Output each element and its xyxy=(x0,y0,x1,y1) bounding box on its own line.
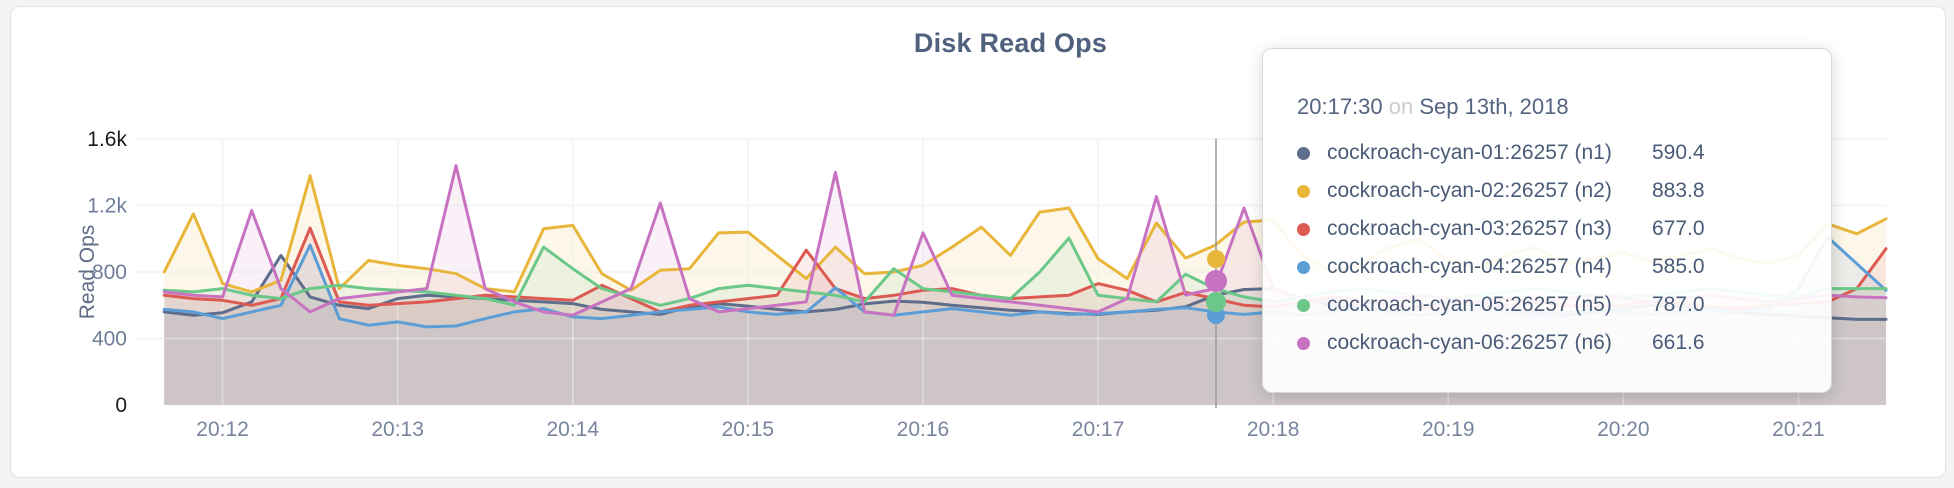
tooltip-series-label: cockroach-cyan-04:26257 (n4) xyxy=(1327,255,1612,278)
tooltip-row: cockroach-cyan-01:26257 (n1) 590.4 xyxy=(1297,134,1797,172)
tooltip-series-label: cockroach-cyan-02:26257 (n2) xyxy=(1327,179,1612,202)
tooltip-series-label: cockroach-cyan-01:26257 (n1) xyxy=(1327,141,1612,164)
tooltip-row: cockroach-cyan-02:26257 (n2) 883.8 xyxy=(1297,172,1797,210)
tooltip-on-word: on xyxy=(1388,94,1414,119)
tooltip-series-label: cockroach-cyan-03:26257 (n3) xyxy=(1327,217,1612,240)
tooltip-row: cockroach-cyan-04:26257 (n4) 585.0 xyxy=(1297,248,1797,286)
hover-point-n2 xyxy=(1207,250,1225,268)
tooltip-series-value: 661.6 xyxy=(1652,331,1705,354)
x-tick-label: 20:21 xyxy=(1772,418,1825,441)
chart-title: Disk Read Ops xyxy=(913,28,1108,58)
tooltip-date: Sep 13th, 2018 xyxy=(1419,94,1569,119)
series-dot-icon xyxy=(1297,298,1310,312)
y-tick-label: 0 xyxy=(115,394,127,417)
series-dot-icon xyxy=(1297,184,1310,198)
x-tick-label: 20:19 xyxy=(1422,418,1475,441)
hover-point-n6 xyxy=(1205,270,1227,292)
y-tick-label: 800 xyxy=(92,261,127,284)
tooltip-header: 20:17:30 on Sep 13th, 2018 xyxy=(1297,94,1797,120)
y-axis-labels: 0 400 800 1.2k 1.6k xyxy=(87,128,127,417)
x-tick-label: 20:18 xyxy=(1247,418,1300,441)
tooltip-rows: cockroach-cyan-01:26257 (n1) 590.4 cockroa… xyxy=(1297,134,1797,362)
x-tick-label: 20:16 xyxy=(897,418,950,441)
tooltip-series-value: 787.0 xyxy=(1652,293,1705,316)
x-tick-label: 20:13 xyxy=(371,418,424,441)
series-dot-icon xyxy=(1297,146,1310,160)
tooltip-series-label: cockroach-cyan-05:26257 (n5) xyxy=(1327,293,1612,316)
tooltip-series-value: 677.0 xyxy=(1652,217,1705,240)
tooltip-time: 20:17:30 xyxy=(1297,94,1383,119)
tooltip-row: cockroach-cyan-05:26257 (n5) 787.0 xyxy=(1297,286,1797,324)
x-tick-label: 20:15 xyxy=(722,418,775,441)
tooltip-series-value: 585.0 xyxy=(1652,255,1705,278)
x-tick-label: 20:20 xyxy=(1597,418,1650,441)
x-tick-label: 20:14 xyxy=(546,418,599,441)
tooltip-series-value: 883.8 xyxy=(1652,179,1705,202)
y-tick-label: 1.6k xyxy=(87,128,127,151)
series-dot-icon xyxy=(1297,260,1310,274)
chart-tooltip: 20:17:30 on Sep 13th, 2018 cockroach-cya… xyxy=(1262,48,1832,393)
series-dot-icon xyxy=(1297,336,1310,350)
tooltip-series-label: cockroach-cyan-06:26257 (n6) xyxy=(1327,331,1612,354)
tooltip-series-value: 590.4 xyxy=(1652,141,1705,164)
tooltip-row: cockroach-cyan-06:26257 (n6) 661.6 xyxy=(1297,324,1797,362)
x-tick-label: 20:17 xyxy=(1072,418,1125,441)
y-tick-label: 1.2k xyxy=(87,195,127,218)
series-dot-icon xyxy=(1297,222,1310,236)
y-tick-label: 400 xyxy=(92,328,127,351)
x-axis-labels: 20:12 20:13 20:14 20:15 20:16 20:17 20:18 20:19… xyxy=(196,418,1824,441)
hover-point-n5 xyxy=(1206,292,1226,312)
x-tick-label: 20:12 xyxy=(196,418,249,441)
hover-points xyxy=(1205,250,1227,324)
tooltip-row: cockroach-cyan-03:26257 (n3) 677.0 xyxy=(1297,210,1797,248)
